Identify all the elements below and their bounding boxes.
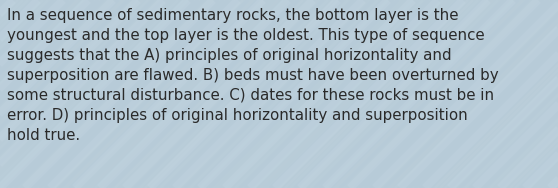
Text: In a sequence of sedimentary rocks, the bottom layer is the
youngest and the top: In a sequence of sedimentary rocks, the … xyxy=(7,8,499,143)
